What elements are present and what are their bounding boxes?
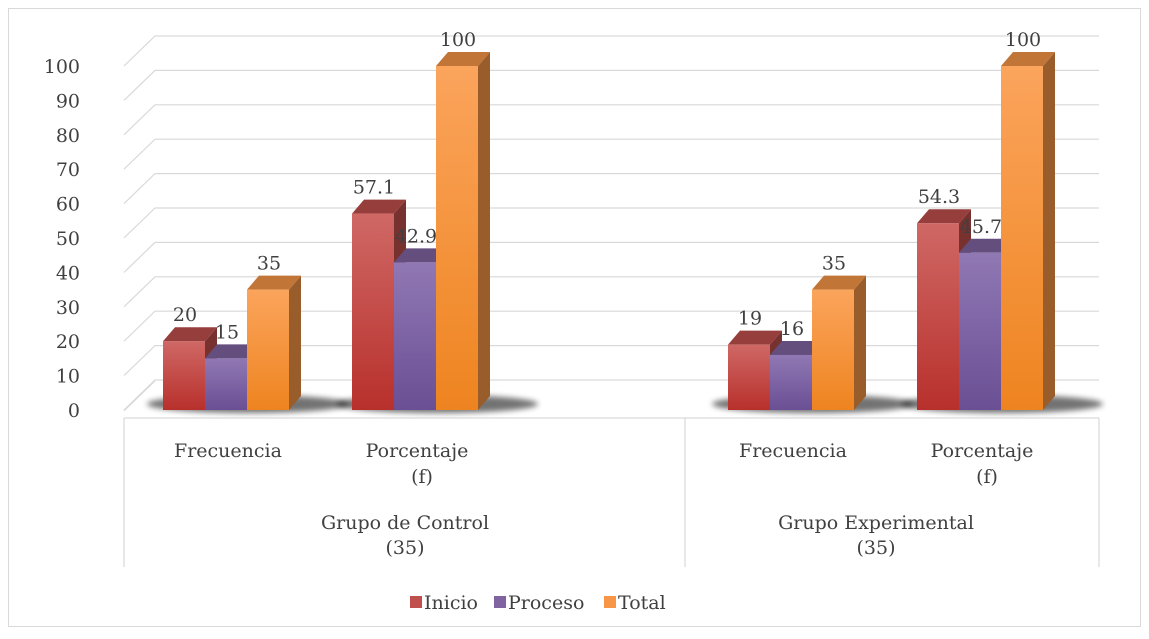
gridline [123, 104, 1099, 136]
data-label: 54.3 [918, 186, 960, 208]
group-label: Grupo de Control [321, 512, 489, 534]
legend-item-proceso: Proceso [494, 592, 584, 614]
group-label: (35) [385, 537, 424, 559]
data-labels: 20 15 35 57.1 42.9 100 19 16 35 54.345.7 100 [173, 29, 1041, 343]
data-label: 42.9 [395, 225, 437, 247]
group-label: Grupo Experimental [778, 512, 974, 534]
y-tick-label: 40 [56, 262, 80, 284]
data-label: 100 [1005, 29, 1041, 51]
legend-label: Proceso [508, 592, 584, 614]
data-label: 45.7 [960, 216, 1002, 238]
data-label: 100 [440, 29, 476, 51]
legend-label: Inicio [424, 592, 478, 614]
y-tick-label: 30 [56, 297, 80, 319]
data-label: 15 [215, 321, 239, 343]
group-label: (35) [856, 537, 895, 559]
data-label: 19 [738, 308, 762, 330]
floor-edge [123, 380, 156, 412]
y-axis: 0 10 20 30 40 50 60 70 80 90 100 [44, 56, 80, 422]
gridline [123, 207, 1099, 239]
legend-swatch [494, 596, 506, 608]
category-label: Porcentaje [931, 440, 1034, 462]
y-tick-label: 20 [56, 331, 80, 353]
y-tick-label: 100 [44, 56, 80, 78]
y-tick-label: 50 [56, 228, 80, 250]
category-label: Frecuencia [174, 440, 282, 462]
data-label: 20 [173, 304, 197, 326]
data-label: 16 [780, 318, 804, 340]
legend: Inicio Proceso Total [410, 592, 666, 614]
gridline [123, 35, 1099, 67]
gridline [123, 173, 1099, 205]
category-label: Frecuencia [739, 440, 847, 462]
data-label: 35 [257, 253, 281, 275]
bars [163, 52, 1055, 410]
y-tick-label: 90 [56, 90, 80, 112]
y-tick-label: 0 [68, 400, 80, 422]
bar-total [247, 275, 301, 410]
x-axis-categories: Frecuencia Porcentaje (f) Grupo de Control (… [123, 417, 1100, 567]
bar-total [1001, 52, 1055, 410]
bar-total [812, 275, 866, 410]
gridline [123, 310, 1099, 342]
legend-item-inicio: Inicio [410, 592, 478, 614]
data-label: 35 [822, 253, 846, 275]
y-tick-label: 80 [56, 125, 80, 147]
data-label: 57.1 [353, 177, 395, 199]
category-label: (f) [976, 466, 998, 488]
bar-total [436, 52, 490, 410]
gridline [123, 276, 1099, 308]
y-tick-label: 10 [56, 366, 80, 388]
category-label: (f) [411, 466, 433, 488]
legend-swatch [604, 596, 616, 608]
gridline [123, 138, 1099, 170]
gridline [123, 69, 1099, 101]
legend-swatch [410, 596, 422, 608]
y-tick-label: 60 [56, 194, 80, 216]
legend-label: Total [618, 592, 666, 614]
y-tick-label: 70 [56, 159, 80, 181]
gridline [123, 241, 1099, 273]
legend-item-total: Total [604, 592, 666, 614]
category-label: Porcentaje [366, 440, 469, 462]
